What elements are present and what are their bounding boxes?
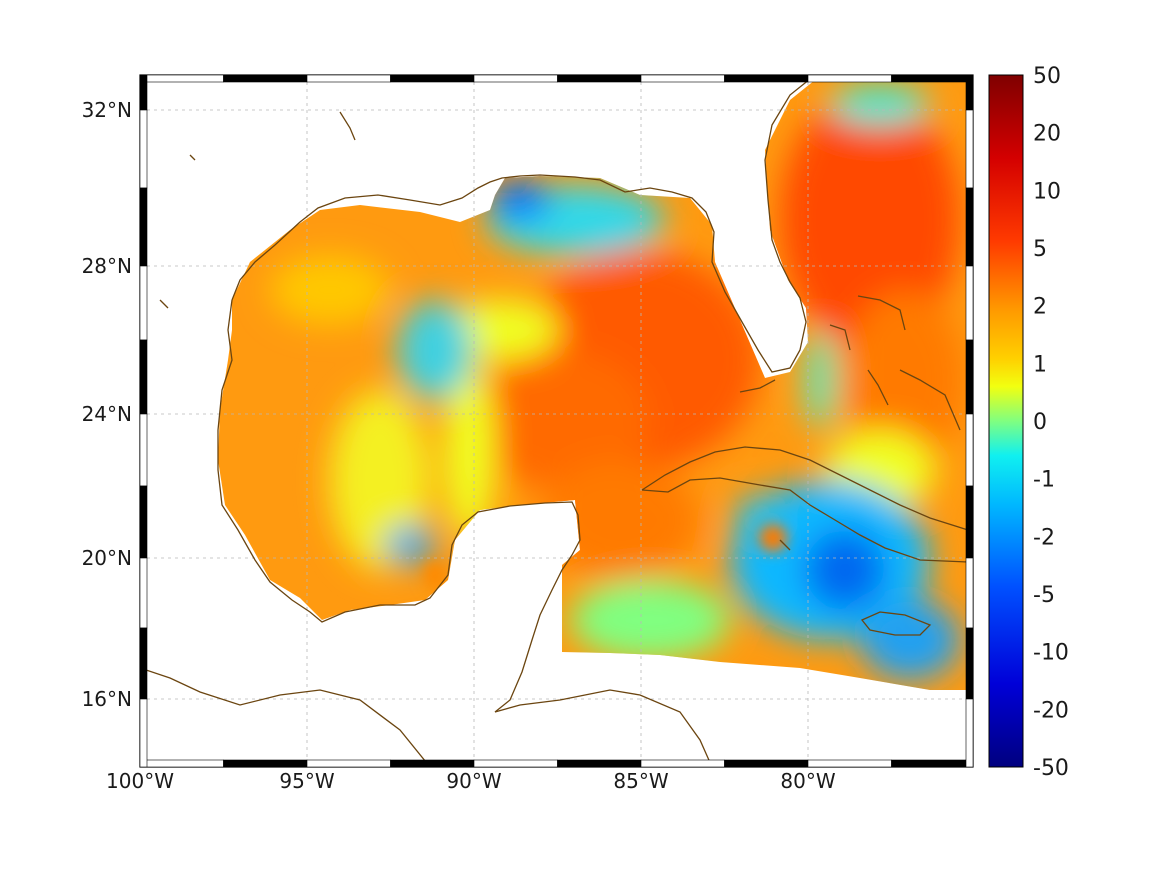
x-tick-label: 95°W [279,769,334,793]
frame-tick-segment [139,74,148,111]
colorbar-tick-label: -50 [1033,756,1069,781]
frame-tick-segment [965,627,974,700]
y-tick-label: 16°N [82,687,132,711]
frame-tick-segment [139,265,148,341]
colorbar-tick-label: -5 [1033,583,1055,608]
colorbar-tick-label: 2 [1033,295,1047,320]
y-tick-label: 24°N [82,402,132,426]
colorbar-tick-label: 0 [1033,410,1047,435]
colorbar-gradient [988,74,1024,768]
frame-tick-segment [139,557,148,629]
frame-tick-segment [139,698,148,768]
colorbar-tick-label: -20 [1033,698,1069,723]
frame-tick-segment [891,759,974,768]
frame-tick-segment [557,74,642,83]
frame-tick-segment [139,339,148,415]
frame-tick-segment [473,74,558,83]
frame-tick-segment [139,413,148,487]
colorbar-tick-label: 5 [1033,237,1047,262]
colorbar-tick-label: -10 [1033,641,1069,666]
frame-tick-segment [965,339,974,415]
frame-tick-segment [139,74,224,83]
frame-tick-segment [965,187,974,267]
frame-tick-segment [965,265,974,341]
colorbar-tick-label: -2 [1033,525,1055,550]
frame-tick-segment [807,759,892,768]
frame-tick-segment [965,413,974,487]
frame-tick-segment [891,74,974,83]
frame-tick-segment [139,627,148,700]
frame-tick-segment [965,557,974,629]
y-tick-label: 32°N [82,98,132,122]
colorbar-tick-label: 1 [1033,352,1047,377]
frame-tick-segment [965,485,974,559]
frame-tick-segment [473,759,558,768]
x-tick-label: 100°W [106,769,174,793]
frame-tick-segment [223,759,308,768]
frame-tick-segment [139,187,148,267]
colorbar-tick-label: -1 [1033,468,1055,493]
y-tick-label: 28°N [82,254,132,278]
frame-tick-segment [965,109,974,189]
frame-tick-segment [640,759,725,768]
frame-tick-segment [306,74,391,83]
colorbar-tick-label: 10 [1033,179,1061,204]
x-tick-label: 90°W [446,769,501,793]
frame-tick-segment [965,698,974,768]
frame-tick-segment [223,74,308,83]
frame-tick-segment [557,759,642,768]
frame-tick-segment [390,74,475,83]
frame-tick-segment [724,759,809,768]
frame-tick-segment [390,759,475,768]
x-axis-labels: 100°W 95°W 90°W 85°W 80°W [106,769,836,793]
coastlines [140,75,969,767]
frame-tick-segment [724,74,809,83]
frame-tick-segment [139,485,148,559]
frame-tick-segment [965,74,974,111]
y-axis-labels: 32°N 28°N 24°N 20°N 16°N [82,98,132,711]
frame-tick-segment [306,759,391,768]
colorbar-tick-label: 50 [1033,64,1061,89]
frame-tick-segment [139,109,148,189]
grid-lines [140,75,973,767]
y-tick-label: 20°N [82,546,132,570]
frame-ticks [139,74,974,768]
colorbar-tick-label: 20 [1033,122,1061,147]
frame-tick-segment [139,759,224,768]
x-tick-label: 80°W [780,769,835,793]
x-tick-label: 85°W [613,769,668,793]
frame-tick-segment [807,74,892,83]
frame-tick-segment [640,74,725,83]
